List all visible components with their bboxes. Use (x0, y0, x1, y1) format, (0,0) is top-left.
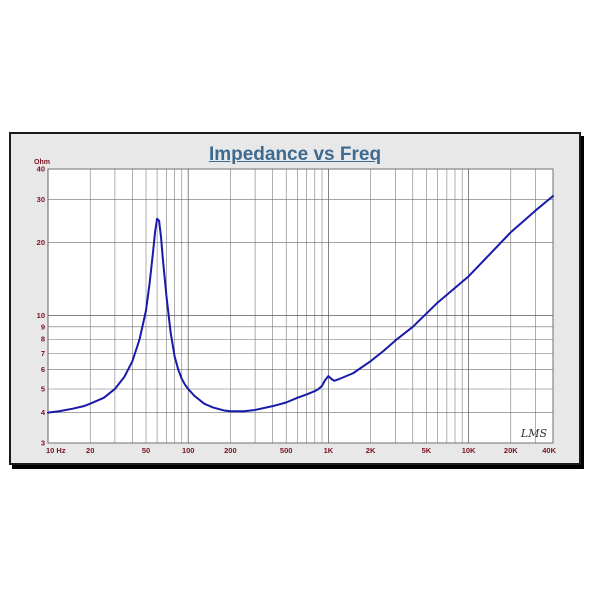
x-tick-label: 20K (504, 446, 518, 455)
x-tick-label: 1K (324, 446, 334, 455)
grid-lines (47, 168, 554, 444)
x-tick-label: 5K (422, 446, 432, 455)
chart-title: Impedance vs Freq (208, 144, 382, 165)
chart-frame: Impedance vs Freq 10 Hz 20 50 100 200 500 1K 2K… (9, 132, 581, 465)
y-tick-label: 10 (37, 311, 45, 320)
y-tick-label: 6 (41, 365, 45, 374)
x-tick-label: 100 (182, 446, 195, 455)
y-tick-label: 3 (41, 439, 45, 448)
y-tick-label: 40 (37, 165, 45, 174)
impedance-chart: 10 Hz 20 50 100 200 500 1K 2K 5K 10K 20K 40K 3 4 5 6 7 8 9… (34, 159, 557, 456)
lms-watermark: LMS (520, 427, 548, 440)
x-tick-label: 200 (224, 446, 237, 455)
y-tick-label: 7 (41, 349, 45, 358)
tick-labels: 10 Hz 20 50 100 200 500 1K 2K 5K 10K 20K 40K 3 4 5 6 7 8 9… (37, 165, 557, 456)
y-tick-label: 9 (41, 322, 45, 331)
y-tick-label: 20 (37, 238, 45, 247)
x-tick-label: 20 (86, 446, 94, 455)
y-axis-unit-label: Ohm (34, 159, 50, 166)
impedance-curve (47, 194, 554, 414)
y-tick-label: 5 (41, 384, 45, 393)
x-tick-label: 2K (366, 446, 376, 455)
y-tick-label: 8 (41, 335, 45, 344)
y-tick-label: 4 (41, 408, 46, 417)
x-tick-label: 10K (462, 446, 476, 455)
x-tick-label: 10 Hz (46, 446, 66, 455)
y-tick-label: 30 (37, 195, 45, 204)
plot-area (47, 168, 554, 444)
x-tick-label: 40K (542, 446, 556, 455)
x-tick-label: 50 (142, 446, 150, 455)
x-tick-label: 500 (280, 446, 293, 455)
